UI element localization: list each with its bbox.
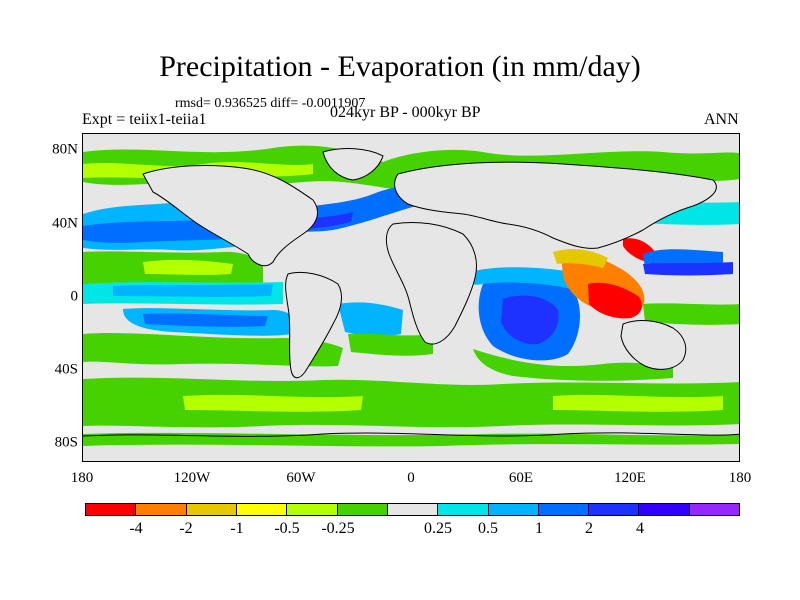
southern-ocean-yellow2 <box>553 394 723 412</box>
colorbar-label: -0.5 <box>274 520 300 537</box>
indian-ocean-green-s <box>473 349 673 381</box>
colorbar-label: 1 <box>535 520 543 537</box>
lon-label-180e: 180 <box>728 470 752 486</box>
precip-evap-map <box>83 134 739 461</box>
plot-title: Precipitation - Evaporation (in mm/day) <box>159 50 641 83</box>
australia <box>620 320 687 370</box>
southern-ocean-yellow <box>183 394 363 412</box>
greenland <box>322 148 384 181</box>
colorbar-segment <box>287 504 338 515</box>
subtrop-pacific-yellow-n <box>143 259 233 275</box>
colorbar-label: 4 <box>636 520 644 537</box>
colorbar-label: 0.25 <box>424 520 452 537</box>
warm-pool-red <box>588 282 643 319</box>
stats-text: rmsd= 0.936525 diff= -0.0011907 <box>175 96 366 111</box>
wpac-darkblue <box>643 262 733 276</box>
lon-label-120e: 120E <box>614 470 646 486</box>
colorbar-segment <box>689 504 740 515</box>
colorbar-label: -1 <box>230 520 244 537</box>
lon-label-0: 0 <box>407 470 415 486</box>
colorbar-segment <box>337 504 388 515</box>
colorbar-segment <box>438 504 489 515</box>
experiment-label: Expt = teiix1-teiia1 <box>82 111 207 128</box>
colorbar-label: -2 <box>179 520 193 537</box>
antarctica-coast <box>83 432 739 437</box>
lon-label-60w: 60W <box>286 470 316 486</box>
south-pacific-blue <box>143 313 268 327</box>
south-atlantic-green <box>348 333 433 356</box>
lon-label-120w: 120W <box>173 470 211 486</box>
colorbar-label: 0.5 <box>478 520 498 537</box>
warm-pool-yellow <box>553 249 608 268</box>
colorbar-segment <box>236 504 288 515</box>
lat-label-80n: 80N <box>52 141 78 158</box>
map-panel <box>82 133 740 462</box>
colorbar-segment <box>639 504 690 515</box>
lat-label-40s: 40S <box>54 361 78 378</box>
eurasia <box>394 161 717 249</box>
colorbar <box>85 503 740 516</box>
lat-label-40n: 40N <box>52 215 78 232</box>
plot-subtitle: 024kyr BP - 000kyr BP <box>330 104 481 121</box>
colorbar-segment <box>589 504 640 515</box>
lon-label-180w: 180 <box>70 470 94 486</box>
south-pacific-green <box>83 333 343 367</box>
north-america <box>142 165 318 267</box>
colorbar-segment <box>136 504 187 515</box>
south-pacific-green-e <box>643 303 739 325</box>
south-america <box>285 271 343 379</box>
colorbar-segment <box>387 504 439 515</box>
colorbar-label: -0.25 <box>321 520 355 537</box>
colorbar-segment <box>538 504 590 515</box>
colorbar-segment <box>86 504 137 515</box>
indian-ocean-cyan <box>463 267 588 294</box>
season-label: ANN <box>704 111 739 128</box>
lat-label-80s: 80S <box>54 434 78 451</box>
colorbar-segment <box>488 504 539 515</box>
lon-label-60e: 60E <box>508 470 534 486</box>
eq-pacific-blue <box>113 284 273 297</box>
colorbar-label: 2 <box>585 520 593 537</box>
colorbar-segment <box>186 504 237 515</box>
africa <box>385 221 477 345</box>
lat-label-0: 0 <box>70 288 79 305</box>
colorbar-label: -4 <box>129 520 143 537</box>
south-atlantic-cyan <box>338 302 403 337</box>
indian-ocean-darkblue <box>501 295 559 345</box>
southern-ocean-green <box>83 377 739 428</box>
